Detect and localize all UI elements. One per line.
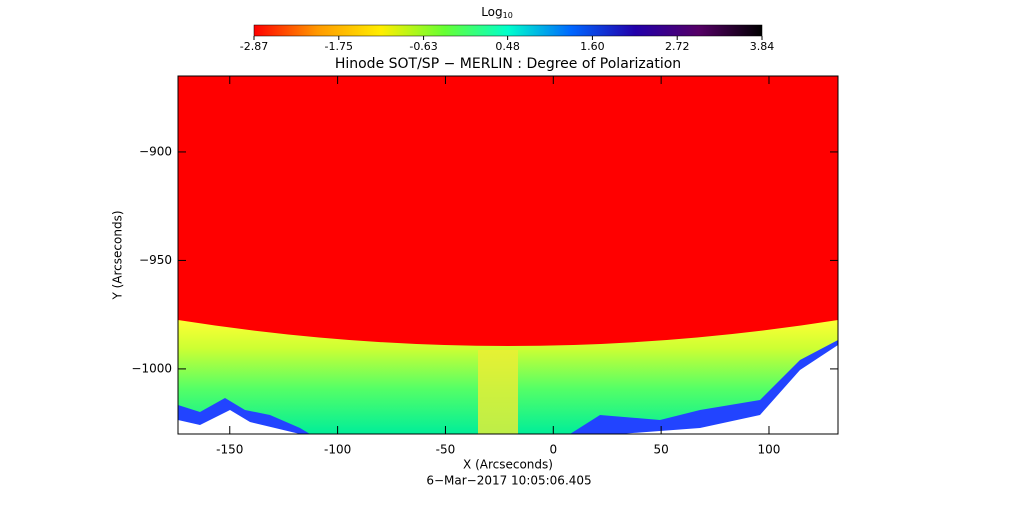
x-tick-label: 50	[653, 443, 668, 457]
x-tick-label: 0	[549, 443, 557, 457]
colorbar-tick-label: 1.60	[580, 40, 605, 53]
colorbar-tick-label: 3.84	[750, 40, 775, 53]
colorbar	[253, 24, 763, 37]
solar-image	[178, 76, 838, 434]
colorbar-tick-label: -2.87	[240, 40, 268, 53]
y-tick-label: −900	[139, 144, 172, 158]
colorbar-tick-label: 0.48	[495, 40, 520, 53]
chart-title: Hinode SOT/SP − MERLIN : Degree of Polar…	[335, 56, 681, 72]
date-label: 6−Mar−2017 10:05:06.405	[426, 474, 591, 488]
y-axis-label: Y (Arcseconds)	[111, 210, 125, 300]
x-tick-label: -150	[216, 443, 243, 457]
plot-frame	[177, 75, 839, 435]
y-tick-label: −1000	[131, 361, 172, 375]
x-axis-label: X (Arcseconds)	[463, 458, 553, 472]
x-tick-label: -100	[324, 443, 351, 457]
colorbar-tick-label: 2.72	[665, 40, 690, 53]
x-tick-label: 100	[758, 443, 781, 457]
colorbar-tick-label: -0.63	[409, 40, 437, 53]
colorbar-label: Log10	[481, 5, 513, 20]
colorbar-tick-label: -1.75	[325, 40, 353, 53]
x-tick-label: -50	[436, 443, 456, 457]
y-tick-label: −950	[139, 253, 172, 267]
